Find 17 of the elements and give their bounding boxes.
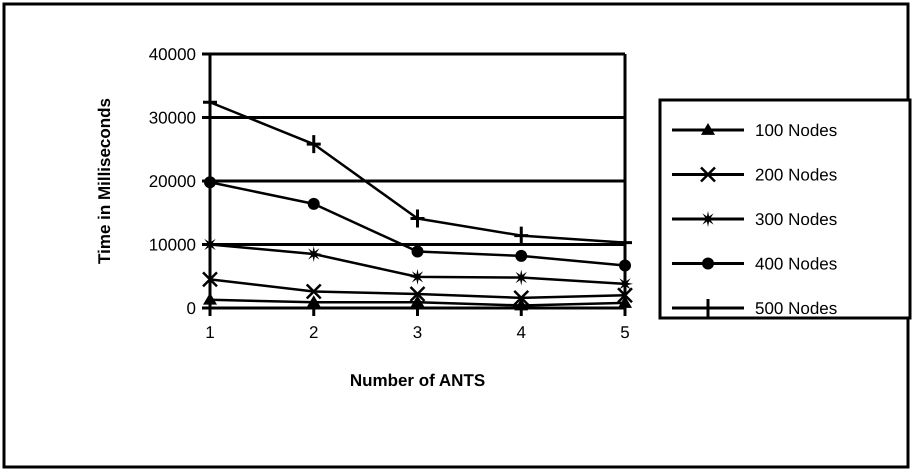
y-tick-label: 10000 [148,235,196,254]
legend-label: 500 Nodes [755,298,838,318]
legend-label: 400 Nodes [755,254,838,274]
y-axis-title: Time in Milliseconds [95,98,114,264]
legend-label: 300 Nodes [755,210,838,229]
y-tick-label: 0 [186,298,196,318]
y-tick-label: 40000 [148,44,196,64]
x-tick-label: 2 [309,323,318,342]
y-tick-label: 20000 [148,172,196,191]
x-tick-label: 4 [516,323,526,342]
x-axis-title: Number of ANTS [350,371,486,390]
x-tick-label: 5 [620,323,630,342]
x-tick-label: 3 [412,323,422,342]
y-tick-label: 30000 [148,108,196,128]
x-tick-label: 1 [205,323,215,342]
legend-label: 200 Nodes [755,165,838,184]
legend-label: 100 Nodes [755,120,838,140]
